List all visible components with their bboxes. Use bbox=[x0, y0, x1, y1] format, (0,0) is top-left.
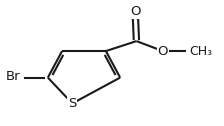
Text: Br: Br bbox=[6, 70, 21, 83]
Text: O: O bbox=[130, 5, 141, 18]
Text: S: S bbox=[68, 97, 76, 110]
Text: CH₃: CH₃ bbox=[189, 45, 213, 58]
Text: O: O bbox=[158, 45, 168, 58]
